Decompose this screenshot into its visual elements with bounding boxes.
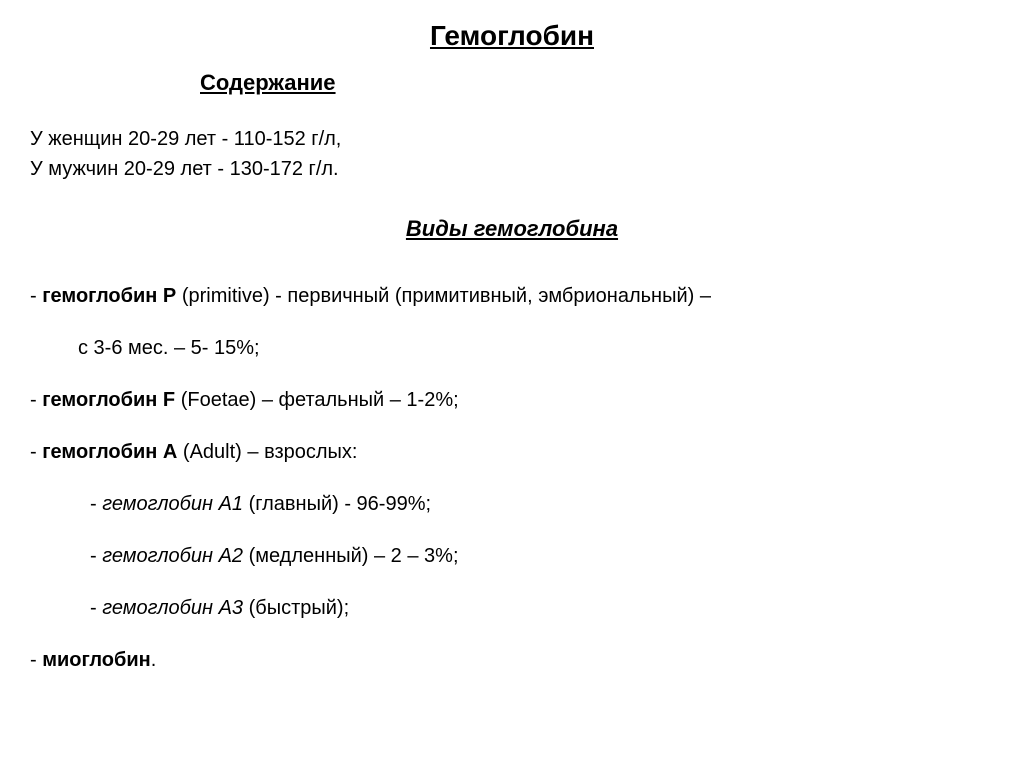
content-line-men: У мужчин 20-29 лет - 130-172 г/л. [30,154,994,184]
item-tail: (Foetae) – фетальный – 1-2%; [175,389,459,411]
list-item-f: - гемоглобин F (Foetae) – фетальный – 1-… [30,386,994,414]
list-item-a2: - гемоглобин А2 (медленный) – 2 – 3%; [90,542,994,570]
content-line-women: У женщин 20-29 лет - 110-152 г/л, [30,124,994,154]
item-bold: гемоглобин А [42,441,177,463]
item-tail: (медленный) – 2 – 3%; [243,545,458,567]
list-item-a3: - гемоглобин А3 (быстрый); [90,594,994,622]
item-prefix: - [90,597,102,619]
item-prefix: - [30,285,42,307]
item-tail: (primitive) - первичный (примитивный, эм… [176,285,711,307]
content-block: У женщин 20-29 лет - 110-152 г/л, У мужч… [30,124,994,184]
list-item-a: - гемоглобин А (Adult) – взрослых: - гем… [30,438,994,622]
item-prefix: - [90,493,102,515]
item-prefix: - [30,389,42,411]
item-italic: гемоглобин А3 [102,597,243,619]
page-title: Гемоглобин [30,20,994,52]
item-bold: гемоглобин F [42,389,175,411]
item-prefix: - [90,545,102,567]
item-prefix: - [30,649,42,671]
item-tail: (главный) - 96-99%; [243,493,431,515]
item-italic: гемоглобин А1 [102,493,243,515]
item-bold: миоглобин [42,649,151,671]
item-tail: . [151,649,157,671]
item-italic: гемоглобин А2 [102,545,243,567]
list-item-myo: - миоглобин. [30,646,994,674]
item-bold: гемоглобин Р [42,285,176,307]
item-prefix: - [30,441,42,463]
types-list: - гемоглобин Р (primitive) - первичный (… [30,282,994,674]
item-tail: (быстрый); [243,597,349,619]
item-p-sub: с 3-6 мес. – 5- 15%; [78,334,994,362]
item-tail: (Adult) – взрослых: [177,441,357,463]
list-item-a1: - гемоглобин А1 (главный) - 96-99%; [90,490,994,518]
list-item-p: - гемоглобин Р (primitive) - первичный (… [30,282,994,362]
types-heading: Виды гемоглобина [30,216,994,242]
section-content-heading: Содержание [200,70,994,96]
